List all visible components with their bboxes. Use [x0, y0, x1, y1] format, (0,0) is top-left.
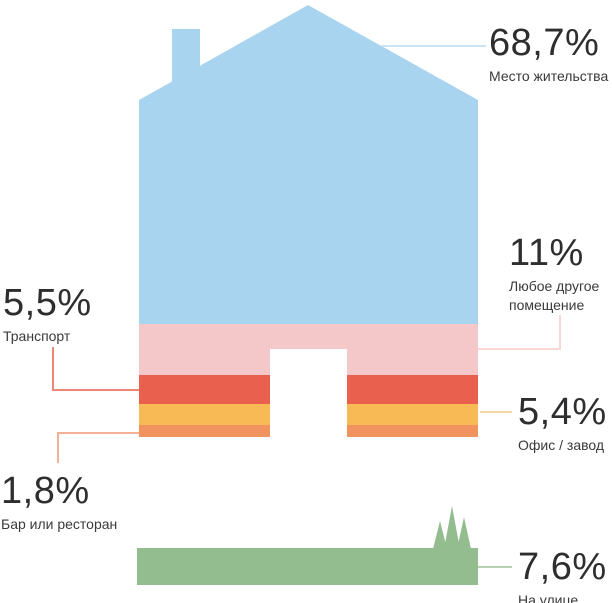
callout-office: 5,4% Офис / завод	[518, 393, 607, 455]
percent-value: 68,7%	[489, 22, 600, 64]
segment-street	[137, 548, 478, 585]
category-label: Офис / завод	[518, 437, 605, 453]
category-label: Бар или ресторан	[1, 516, 118, 532]
door-cutout	[270, 349, 347, 437]
percent-value: 5,4%	[518, 391, 607, 433]
house-shape	[139, 5, 478, 437]
percent-value: 1,8%	[1, 470, 90, 512]
callout-residence: 68,7% Место жительства	[489, 24, 608, 86]
percent-value: 11%	[509, 232, 584, 274]
category-label: Транспорт	[3, 328, 71, 344]
callout-bar-restaurant: 1,8% Бар или ресторан	[1, 472, 117, 534]
leader-transport	[52, 347, 139, 391]
category-label: Место жительства	[489, 68, 609, 84]
callout-street: 7,6% На улице	[518, 548, 607, 603]
callout-transport: 5,5% Транспорт	[3, 284, 92, 346]
percent-value: 5,5%	[3, 282, 92, 324]
percent-value: 7,6%	[518, 546, 607, 588]
category-label: Любое другое помещение	[509, 278, 600, 313]
callout-other-premises: 11% Любое другое помещение	[509, 234, 612, 315]
leader-other-premises	[478, 315, 561, 350]
trees-icon	[433, 506, 471, 549]
category-label: На улице	[518, 592, 579, 603]
leader-bar	[57, 432, 139, 463]
